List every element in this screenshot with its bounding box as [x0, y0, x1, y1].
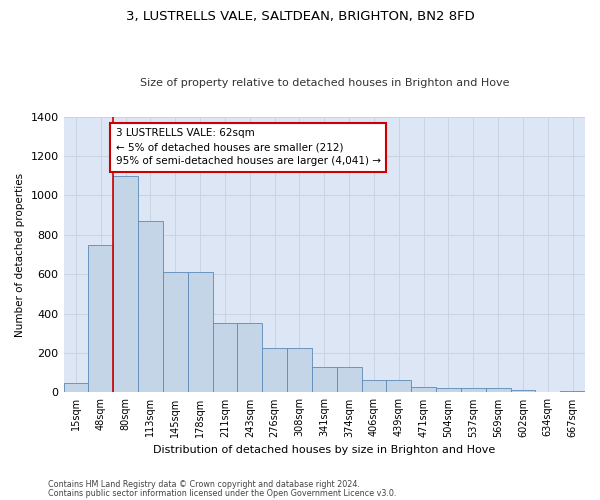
Bar [461, 388, 485, 392]
Bar [88, 244, 113, 392]
Bar [436, 388, 461, 392]
Bar [212, 324, 238, 392]
Title: Size of property relative to detached houses in Brighton and Hove: Size of property relative to detached ho… [140, 78, 509, 88]
Bar [485, 388, 511, 392]
Bar [262, 348, 287, 393]
Bar [312, 367, 337, 392]
Text: 3 LUSTRELLS VALE: 62sqm
← 5% of detached houses are smaller (212)
95% of semi-de: 3 LUSTRELLS VALE: 62sqm ← 5% of detached… [116, 128, 380, 166]
Bar [188, 272, 212, 392]
Bar [386, 380, 411, 392]
Bar [411, 386, 436, 392]
Bar [337, 367, 362, 392]
Bar [362, 380, 386, 392]
Y-axis label: Number of detached properties: Number of detached properties [15, 172, 25, 336]
Bar [64, 382, 88, 392]
Bar [163, 272, 188, 392]
Bar [511, 390, 535, 392]
Bar [113, 176, 138, 392]
Text: Contains HM Land Registry data © Crown copyright and database right 2024.: Contains HM Land Registry data © Crown c… [48, 480, 360, 489]
Bar [560, 391, 585, 392]
Text: 3, LUSTRELLS VALE, SALTDEAN, BRIGHTON, BN2 8FD: 3, LUSTRELLS VALE, SALTDEAN, BRIGHTON, B… [125, 10, 475, 23]
X-axis label: Distribution of detached houses by size in Brighton and Hove: Distribution of detached houses by size … [153, 445, 496, 455]
Text: Contains public sector information licensed under the Open Government Licence v3: Contains public sector information licen… [48, 488, 397, 498]
Bar [138, 221, 163, 392]
Bar [238, 324, 262, 392]
Bar [287, 348, 312, 393]
